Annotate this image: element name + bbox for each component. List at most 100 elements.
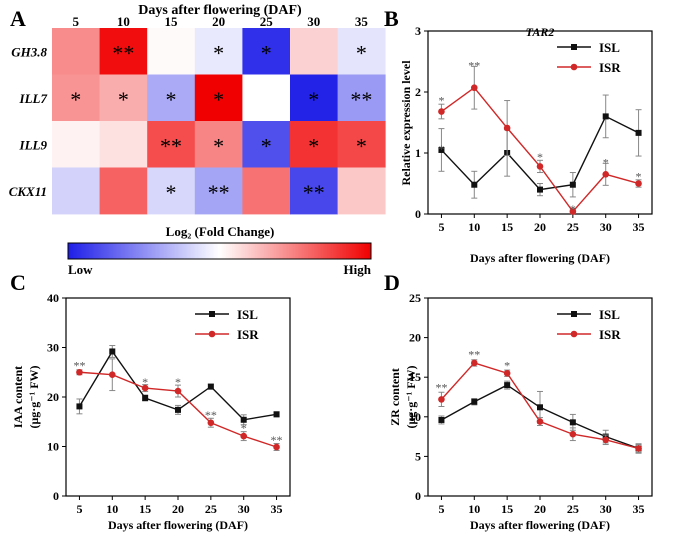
- panel-letter-b: B: [384, 6, 399, 31]
- heatmap-cell: [99, 121, 148, 168]
- data-point-isr: [108, 371, 116, 379]
- legend-marker: [571, 44, 577, 50]
- data-point-isl: [207, 383, 214, 390]
- data-point-isr: [503, 124, 511, 132]
- data-point-isr: [174, 387, 182, 395]
- x-tick-label: 35: [271, 502, 283, 516]
- heatmap-column-label: 25: [260, 14, 274, 29]
- data-point-isl: [471, 398, 478, 405]
- data-point-isr: [569, 208, 577, 215]
- y-tick-label: 0: [415, 489, 421, 503]
- significance-mark: *: [603, 156, 609, 170]
- x-tick-label: 15: [501, 502, 513, 516]
- chart-b-y-label: Relative expression level: [399, 60, 413, 186]
- heatmap-cell: [147, 121, 196, 168]
- heatmap-row-label: ILL9: [19, 137, 48, 152]
- colorbar-low-label: Low: [68, 262, 93, 277]
- x-tick-label: 25: [567, 502, 579, 516]
- heatmap-cell: [337, 74, 386, 122]
- data-point-isl: [273, 411, 280, 418]
- legend-marker: [570, 63, 578, 71]
- heatmap-significance-mark: *: [356, 40, 367, 65]
- significance-mark: **: [468, 347, 480, 361]
- data-point-isl: [569, 419, 576, 426]
- x-tick-label: 35: [633, 502, 645, 516]
- chart-b-title: TAR2: [526, 25, 555, 39]
- chart-b-x-label: Days after flowering (DAF): [470, 251, 610, 265]
- data-point-isl: [76, 403, 83, 410]
- data-point-isl: [602, 113, 609, 120]
- x-tick-label: 5: [438, 502, 444, 516]
- heatmap-column-label: 15: [165, 14, 179, 29]
- heatmap-significance-mark: *: [213, 87, 224, 112]
- y-tick-label: 40: [47, 291, 59, 305]
- significance-mark: *: [636, 170, 642, 184]
- data-point-isl: [504, 382, 511, 389]
- heatmap-cell: [242, 121, 291, 168]
- heatmap-cell: [147, 167, 196, 215]
- data-point-isr: [240, 432, 248, 440]
- heatmap-cell: [52, 121, 100, 168]
- legend-marker: [570, 330, 578, 338]
- colorbar-title: Log₂ (Fold Change): [166, 224, 275, 239]
- heatmap-significance-mark: **: [208, 180, 230, 205]
- legend-label: ISR: [237, 327, 259, 342]
- heatmap-cell: [242, 167, 291, 215]
- heatmap-cell: [147, 74, 196, 122]
- data-point-isr: [273, 443, 280, 451]
- heatmap-significance-mark: **: [112, 40, 134, 65]
- legend-label: ISL: [599, 40, 620, 55]
- data-point-isl: [537, 186, 543, 193]
- chart-d-y-label: ZR content: [388, 368, 402, 426]
- heatmap-significance-mark: *: [261, 40, 272, 65]
- chart-c-y-label: IAA content: [11, 366, 25, 428]
- heatmap-column-label: 30: [307, 14, 320, 29]
- heatmap-cell: [242, 74, 291, 122]
- y-tick-label: 0: [415, 207, 421, 221]
- data-point-isr: [635, 445, 642, 452]
- heatmap-column-label: 10: [117, 14, 130, 29]
- panel-letter-c: C: [10, 270, 26, 295]
- data-point-isr: [438, 108, 445, 115]
- heatmap-significance-marks: ** * * ** * * * * **** * * * ** ** **: [70, 40, 372, 205]
- data-point-isr: [536, 418, 544, 425]
- significance-mark: *: [570, 202, 576, 216]
- heatmap-significance-mark: *: [70, 87, 81, 112]
- data-point-isr: [602, 436, 610, 444]
- legend-label: ISL: [237, 307, 258, 322]
- heatmap-cell: [194, 74, 243, 122]
- x-tick-label: 30: [600, 220, 612, 234]
- heatmap-cell: [337, 167, 386, 215]
- y-tick-label: 10: [409, 410, 421, 424]
- heatmap-column-label: 20: [212, 14, 225, 29]
- y-tick-label: 1: [415, 146, 421, 160]
- heatmap-panel: Days after flowering (DAF) 5 10 15 20 25 30 35…: [9, 3, 386, 277]
- significance-mark: *: [438, 93, 444, 107]
- data-point-isl: [635, 129, 642, 136]
- heatmap-significance-mark: *: [213, 40, 224, 65]
- data-point-isr: [569, 430, 577, 438]
- data-point-isr: [470, 359, 478, 367]
- heatmap-significance-mark: *: [308, 87, 319, 112]
- heatmap-cell: [52, 167, 100, 215]
- data-point-isl: [438, 416, 445, 423]
- legend-marker: [571, 311, 577, 317]
- heatmap-cell: [99, 28, 148, 75]
- heatmap-cell: [337, 28, 386, 75]
- heatmap-row-label: ILL7: [19, 91, 48, 106]
- colorbar-high-label: High: [344, 262, 372, 277]
- y-tick-label: 20: [47, 390, 59, 404]
- legend-marker: [209, 311, 215, 317]
- y-tick-label: 20: [409, 331, 421, 345]
- data-point-isr: [602, 171, 610, 178]
- heatmap-significance-mark: **: [350, 87, 372, 112]
- legend-label: ISL: [599, 307, 620, 322]
- significance-mark: **: [435, 381, 447, 395]
- data-point-isr: [635, 180, 642, 187]
- heatmap-cell: [52, 28, 100, 75]
- x-tick-label: 15: [501, 220, 513, 234]
- x-tick-label: 10: [468, 502, 480, 516]
